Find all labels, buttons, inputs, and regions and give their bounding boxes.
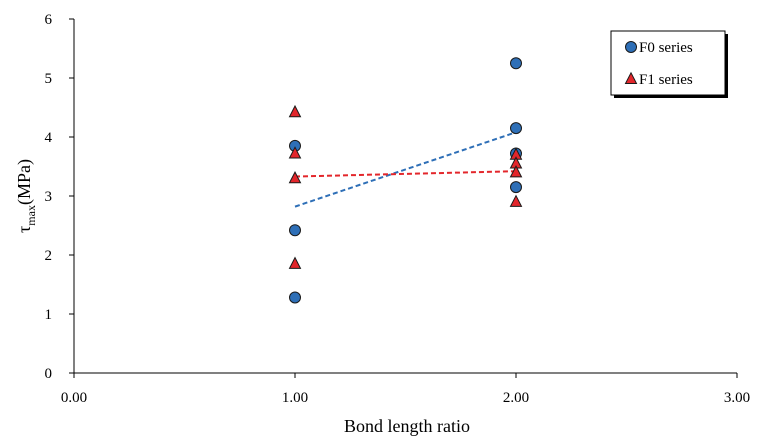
f1-series-trendline — [294, 170, 517, 178]
y-tick-label: 0 — [45, 366, 53, 382]
x-tick-label: 1.00 — [282, 390, 308, 406]
y-tick-label: 1 — [45, 307, 53, 323]
y-tick-label: 4 — [45, 130, 53, 146]
y-tick-label: 2 — [45, 248, 53, 264]
f1-series-point — [509, 194, 523, 207]
y-axis-unit: (MPa) — [14, 159, 35, 205]
y-axis-title: τmax(MPa) — [14, 159, 38, 233]
y-axis-symbol: τ — [14, 226, 34, 233]
f1-series-point — [288, 104, 302, 118]
x-tick-label: 0.00 — [61, 390, 87, 406]
f1-series-point — [288, 256, 302, 269]
y-tick-label: 6 — [45, 12, 53, 28]
legend-shadow — [614, 95, 728, 98]
legend-marker-f0-series — [625, 41, 637, 53]
f0-series-point — [289, 291, 301, 304]
f0-series-trendline — [294, 131, 517, 208]
x-axis-title: Bond length ratio — [344, 416, 470, 436]
data-points — [288, 57, 523, 304]
x-tick-label: 2.00 — [503, 390, 529, 406]
f0-series-point — [510, 57, 522, 70]
f1-series-point — [288, 146, 302, 159]
trendlines — [294, 131, 517, 208]
y-tick-label: 5 — [45, 71, 53, 87]
f1-series-point — [509, 165, 523, 178]
f0-series-point — [510, 181, 522, 194]
y-axis-subscript: max — [24, 205, 38, 226]
legend-marker-f1-series — [624, 71, 638, 84]
legend-label: F1 series — [639, 72, 693, 88]
x-tick-label: 3.00 — [724, 390, 750, 406]
f0-series-point — [289, 224, 301, 237]
y-tick-label: 3 — [45, 189, 53, 205]
f0-series-point — [510, 122, 522, 135]
legend-shadow — [725, 34, 728, 98]
legend: F0 series F1 series — [610, 30, 728, 98]
axes: 0 1 2 3 4 5 6 0.00 1.00 2.00 3.00 — [45, 12, 751, 406]
legend-label: F0 series — [639, 40, 693, 56]
f1-series-point — [288, 171, 302, 184]
